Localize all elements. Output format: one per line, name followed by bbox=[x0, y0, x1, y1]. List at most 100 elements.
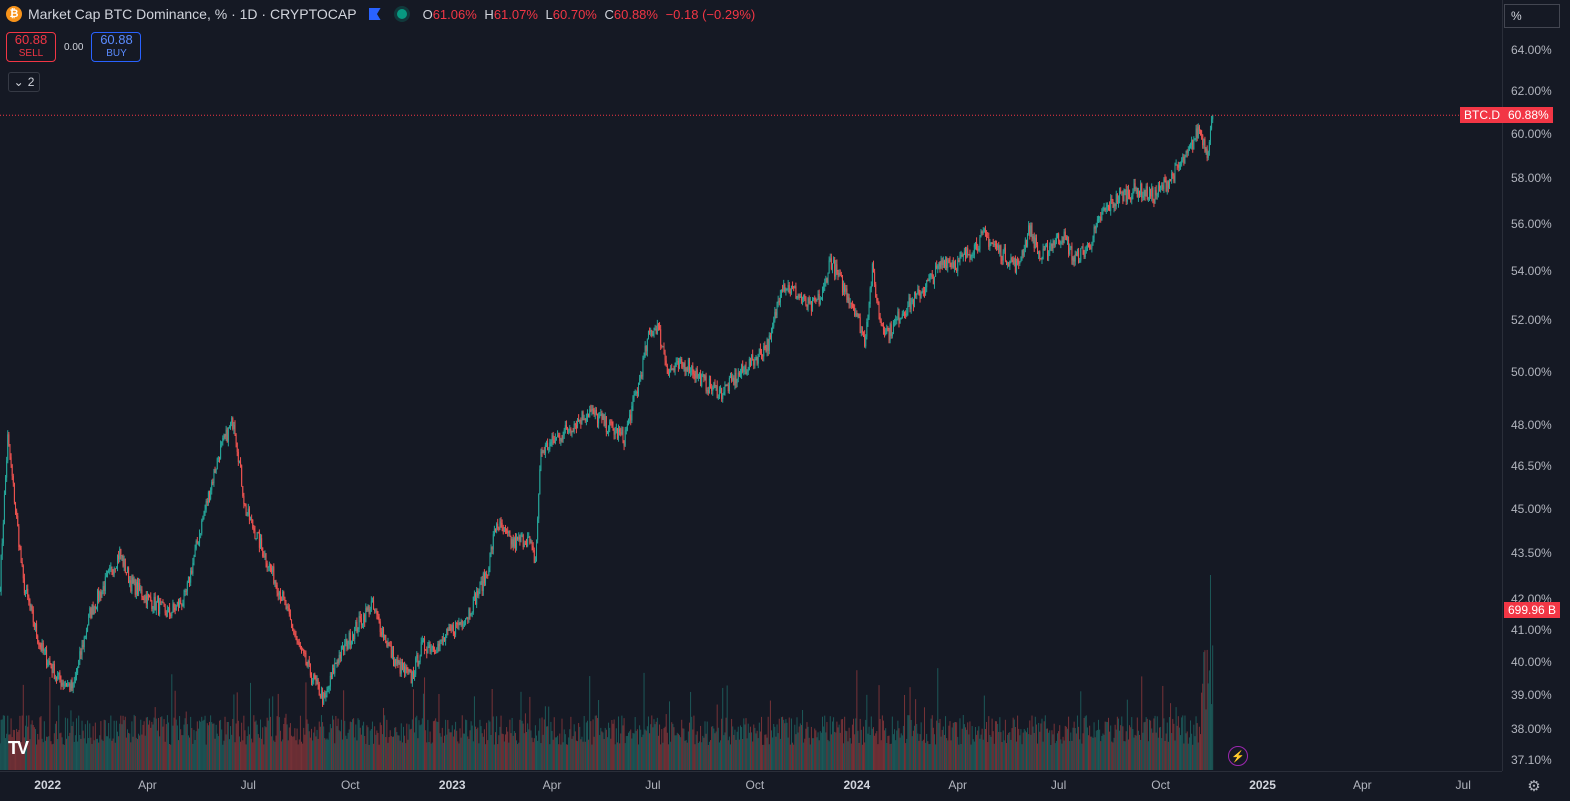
candle-body bbox=[899, 318, 901, 324]
candle-body bbox=[72, 682, 74, 689]
volume-bar bbox=[738, 739, 740, 770]
volume-bar bbox=[561, 718, 563, 770]
sell-button[interactable]: 60.88 SELL bbox=[6, 32, 56, 62]
volume-bar bbox=[1014, 727, 1016, 770]
candle-body bbox=[807, 298, 809, 307]
lightning-icon[interactable]: ⚡ bbox=[1228, 746, 1248, 766]
indicators-toggle-button[interactable]: ⌄ 2 bbox=[8, 72, 40, 92]
volume-bar bbox=[111, 740, 113, 770]
volume-bar bbox=[513, 730, 515, 770]
volume-bar bbox=[703, 737, 705, 770]
buy-button[interactable]: 60.88 BUY bbox=[91, 32, 142, 62]
volume-bar bbox=[923, 707, 925, 770]
candle-body bbox=[238, 461, 240, 463]
candle-body bbox=[1010, 258, 1012, 261]
candle-body bbox=[1073, 257, 1075, 262]
flag-icon[interactable] bbox=[368, 8, 381, 20]
candle-body bbox=[1119, 190, 1121, 200]
candle-body bbox=[419, 656, 421, 663]
volume-bar bbox=[251, 738, 253, 770]
volume-bar bbox=[1147, 741, 1149, 770]
volume-bar bbox=[1127, 739, 1129, 770]
volume-bar bbox=[665, 714, 667, 770]
candle-body bbox=[562, 435, 564, 440]
candle-body bbox=[599, 415, 601, 417]
candle-body bbox=[584, 418, 586, 421]
volume-bar bbox=[419, 725, 421, 770]
candle-body bbox=[829, 258, 831, 261]
candle-body bbox=[871, 264, 873, 286]
volume-bar bbox=[707, 744, 709, 770]
candle-body bbox=[1052, 240, 1054, 249]
price-tick-label: 37.10% bbox=[1511, 753, 1552, 767]
candle-body bbox=[1151, 187, 1153, 197]
volume-bar bbox=[998, 731, 1000, 770]
volume-bar bbox=[431, 742, 433, 770]
candle-body bbox=[493, 529, 495, 535]
candle-body bbox=[254, 530, 256, 539]
volume-bar bbox=[8, 734, 10, 770]
candle-body bbox=[79, 651, 81, 661]
candle-body bbox=[73, 681, 75, 683]
candle-body bbox=[645, 346, 647, 352]
volume-bar bbox=[1010, 739, 1012, 770]
candle-body bbox=[1060, 242, 1062, 244]
price-tick-label: 39.00% bbox=[1511, 687, 1552, 702]
volume-bar bbox=[1020, 729, 1022, 770]
chart-pane[interactable]: ₿ Market Cap BTC Dominance, % · 1D · CRY… bbox=[0, 0, 1502, 771]
volume-bar bbox=[39, 717, 41, 770]
candle-body bbox=[558, 435, 560, 437]
gear-icon[interactable]: ⚙ bbox=[1527, 778, 1541, 795]
candle-body bbox=[619, 429, 621, 433]
candle-body bbox=[889, 324, 891, 341]
volume-bar bbox=[1017, 715, 1019, 770]
candle-body bbox=[453, 633, 455, 635]
candle-body bbox=[118, 555, 120, 560]
candle-body bbox=[631, 405, 633, 421]
volume-bar bbox=[347, 732, 349, 770]
volume-bar bbox=[181, 735, 183, 770]
candle-body bbox=[582, 412, 584, 421]
candle-body bbox=[885, 332, 887, 335]
volume-bar bbox=[1206, 649, 1208, 770]
volume-bar bbox=[1190, 720, 1192, 770]
volume-bar bbox=[144, 735, 146, 770]
candle-body bbox=[821, 291, 823, 298]
candle-body bbox=[549, 442, 551, 450]
candle-body bbox=[315, 679, 317, 681]
candle-body bbox=[697, 374, 699, 378]
time-axis[interactable]: 2022 Apr Jul Oct 2023 Apr Jul Oct 2024 Apr Jul Oct 2… bbox=[0, 771, 1502, 801]
volume-bar bbox=[657, 735, 659, 770]
volume-bar bbox=[827, 739, 829, 770]
volume-bar bbox=[177, 740, 179, 770]
candle-body bbox=[898, 311, 900, 324]
volume-bar bbox=[245, 744, 247, 770]
symbol-title[interactable]: Market Cap BTC Dominance, % · 1D · CRYPT… bbox=[28, 6, 357, 22]
candle-body bbox=[49, 661, 51, 664]
volume-bar bbox=[1037, 743, 1039, 770]
volume-bar bbox=[857, 730, 859, 770]
volume-bar bbox=[790, 718, 792, 770]
candle-body bbox=[250, 518, 252, 521]
candle-body bbox=[580, 419, 582, 425]
volume-bar bbox=[578, 723, 580, 770]
volume-bar bbox=[988, 716, 990, 770]
candle-body bbox=[1115, 194, 1117, 207]
scale-mode-button[interactable]: % bbox=[1504, 4, 1560, 28]
tradingview-logo-icon[interactable]: TV bbox=[8, 738, 29, 758]
candle-body bbox=[108, 570, 110, 573]
volume-bar bbox=[813, 738, 815, 770]
volume-bar bbox=[1058, 731, 1060, 770]
candle-body bbox=[1085, 250, 1087, 252]
volume-bar bbox=[230, 726, 232, 770]
candle-body bbox=[953, 262, 955, 268]
volume-bar bbox=[357, 718, 359, 770]
price-chart[interactable] bbox=[0, 0, 1502, 771]
candle-body bbox=[910, 302, 912, 310]
candle-body bbox=[1042, 248, 1044, 259]
candle-body bbox=[256, 532, 258, 539]
volume-bar bbox=[876, 731, 878, 770]
candle-body bbox=[793, 286, 795, 288]
volume-bar bbox=[1155, 732, 1157, 770]
volume-bar bbox=[739, 725, 741, 770]
